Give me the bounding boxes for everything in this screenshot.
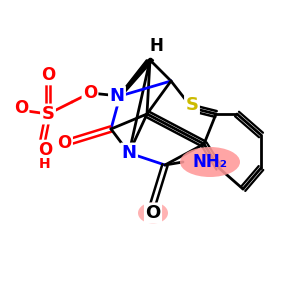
Text: O: O (41, 66, 55, 84)
Text: O: O (146, 204, 160, 222)
Text: S: S (41, 105, 55, 123)
Text: O: O (83, 84, 97, 102)
Text: N: N (110, 87, 124, 105)
Text: H: H (39, 157, 51, 170)
Text: N: N (122, 144, 136, 162)
Text: H: H (149, 38, 163, 56)
Text: NH₂: NH₂ (193, 153, 227, 171)
Ellipse shape (180, 147, 240, 177)
Text: O: O (38, 141, 52, 159)
Text: S: S (185, 96, 199, 114)
Text: O: O (14, 99, 28, 117)
Polygon shape (118, 60, 154, 96)
Ellipse shape (138, 202, 168, 224)
Text: O: O (57, 134, 72, 152)
